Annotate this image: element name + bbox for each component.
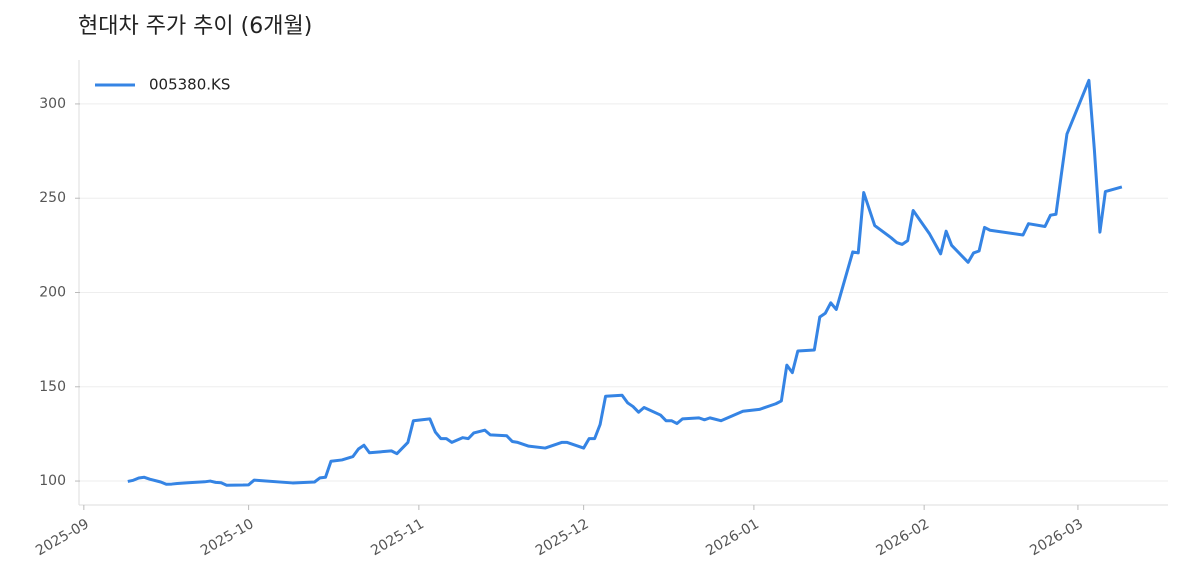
y-tick-label: 250 — [39, 190, 66, 206]
x-tick-label: 2025-09 — [33, 516, 92, 559]
x-tick-label: 2025-11 — [368, 516, 427, 559]
chart-title: 현대차 주가 추이 (6개월) — [78, 14, 312, 39]
y-tick-label: 100 — [39, 473, 66, 489]
x-tick-label: 2026-02 — [873, 516, 932, 559]
x-tick-label: 2025-10 — [198, 516, 257, 559]
x-tick-label: 2026-03 — [1027, 516, 1086, 559]
y-tick-label: 300 — [39, 96, 66, 112]
x-tick-label: 2026-01 — [703, 516, 762, 559]
y-tick-label: 150 — [39, 379, 66, 395]
legend-label: 005380.KS — [149, 76, 230, 94]
y-tick-label: 200 — [39, 284, 66, 300]
x-tick-label: 2025-12 — [533, 516, 592, 559]
price-line — [127, 78, 1123, 487]
